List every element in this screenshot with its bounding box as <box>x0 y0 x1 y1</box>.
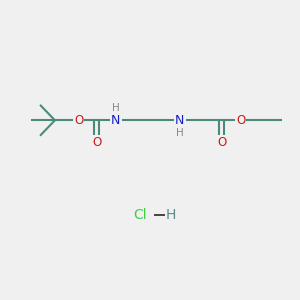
Text: H: H <box>112 103 120 113</box>
Text: O: O <box>236 114 245 127</box>
Text: Cl: Cl <box>133 208 146 222</box>
Text: O: O <box>217 136 226 149</box>
Text: O: O <box>74 114 83 127</box>
Text: H: H <box>176 128 184 138</box>
Text: N: N <box>111 114 121 127</box>
Text: O: O <box>92 136 102 149</box>
Text: H: H <box>166 208 176 222</box>
Text: N: N <box>175 114 184 127</box>
